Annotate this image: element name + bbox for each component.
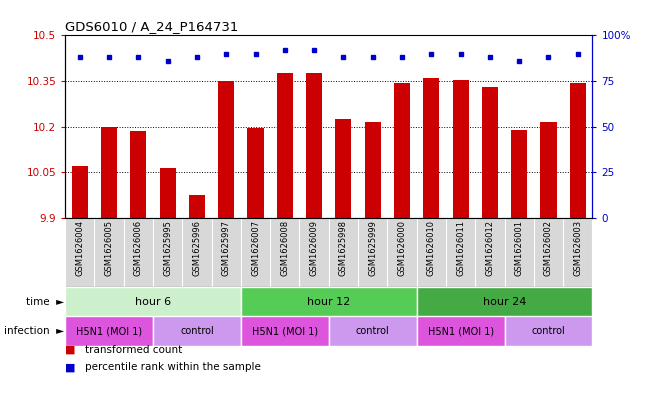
Bar xyxy=(570,83,586,218)
Text: control: control xyxy=(180,326,214,336)
Text: transformed count: transformed count xyxy=(85,345,182,355)
Bar xyxy=(65,316,153,346)
Bar xyxy=(452,79,469,218)
Text: GSM1625995: GSM1625995 xyxy=(163,220,172,276)
Bar xyxy=(247,128,264,218)
Text: GSM1625999: GSM1625999 xyxy=(368,220,377,276)
Text: GSM1626006: GSM1626006 xyxy=(134,220,143,276)
Text: control: control xyxy=(532,326,565,336)
Text: GSM1626000: GSM1626000 xyxy=(398,220,406,276)
Bar xyxy=(101,127,117,218)
Text: infection  ►: infection ► xyxy=(5,326,64,336)
Bar xyxy=(72,166,88,218)
Bar xyxy=(277,73,293,218)
Text: GSM1626005: GSM1626005 xyxy=(105,220,113,276)
Bar xyxy=(540,122,557,218)
Text: GSM1626007: GSM1626007 xyxy=(251,220,260,276)
Bar xyxy=(482,87,498,218)
Text: GSM1626002: GSM1626002 xyxy=(544,220,553,276)
Text: GSM1626011: GSM1626011 xyxy=(456,220,465,276)
Text: time  ►: time ► xyxy=(26,297,64,307)
Text: hour 24: hour 24 xyxy=(483,297,526,307)
Text: control: control xyxy=(356,326,389,336)
Text: GSM1626001: GSM1626001 xyxy=(515,220,523,276)
Text: hour 12: hour 12 xyxy=(307,297,350,307)
Text: H5N1 (MOI 1): H5N1 (MOI 1) xyxy=(76,326,142,336)
Bar xyxy=(159,168,176,218)
Text: GSM1626004: GSM1626004 xyxy=(76,220,84,276)
Text: GSM1625996: GSM1625996 xyxy=(193,220,201,276)
Text: hour 6: hour 6 xyxy=(135,297,171,307)
Text: GSM1626010: GSM1626010 xyxy=(427,220,436,276)
Text: GSM1625997: GSM1625997 xyxy=(222,220,230,276)
Bar xyxy=(417,287,592,316)
Text: GSM1626012: GSM1626012 xyxy=(486,220,494,276)
Bar xyxy=(189,195,205,218)
Text: percentile rank within the sample: percentile rank within the sample xyxy=(85,362,260,373)
Bar xyxy=(130,131,146,218)
Bar xyxy=(365,122,381,218)
Bar xyxy=(306,73,322,218)
Bar xyxy=(394,83,410,218)
Text: GSM1626003: GSM1626003 xyxy=(574,220,582,276)
Text: GDS6010 / A_24_P164731: GDS6010 / A_24_P164731 xyxy=(65,20,238,33)
Text: GSM1626008: GSM1626008 xyxy=(281,220,289,276)
Bar xyxy=(241,316,329,346)
Text: GSM1625998: GSM1625998 xyxy=(339,220,348,276)
Bar xyxy=(65,287,241,316)
Bar xyxy=(417,316,505,346)
Bar xyxy=(335,119,352,218)
Bar xyxy=(505,316,592,346)
Bar xyxy=(241,287,417,316)
Bar xyxy=(218,81,234,218)
Bar xyxy=(153,316,241,346)
Bar xyxy=(423,78,439,218)
Text: GSM1626009: GSM1626009 xyxy=(310,220,318,276)
Text: ■: ■ xyxy=(65,345,76,355)
Text: ■: ■ xyxy=(65,362,76,373)
Bar xyxy=(329,316,417,346)
Text: H5N1 (MOI 1): H5N1 (MOI 1) xyxy=(252,326,318,336)
Text: H5N1 (MOI 1): H5N1 (MOI 1) xyxy=(428,326,493,336)
Bar xyxy=(511,130,527,218)
